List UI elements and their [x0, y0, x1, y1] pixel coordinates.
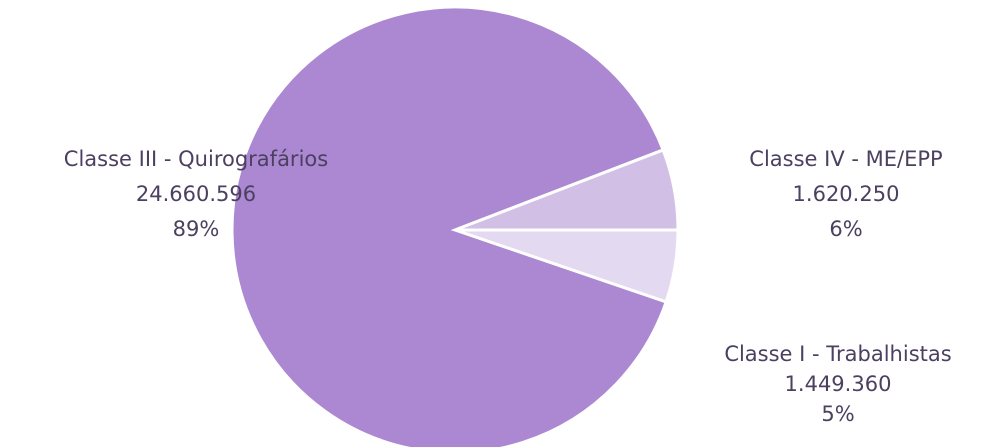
slice-percent: 6% — [829, 217, 862, 241]
slice-percent: 89% — [173, 217, 220, 241]
slice-value: 24.660.596 — [136, 182, 256, 206]
slice-label: Classe III - Quirografários — [64, 147, 328, 171]
slice-percent: 5% — [821, 402, 854, 426]
slice-label: Classe IV - ME/EPP — [749, 147, 942, 171]
pie-slice — [230, 5, 668, 447]
slice-label: Classe I - Trabalhistas — [724, 342, 951, 366]
pie-slice — [454, 148, 680, 232]
slice-value: 1.620.250 — [793, 182, 900, 206]
slice-value: 1.449.360 — [785, 372, 892, 396]
